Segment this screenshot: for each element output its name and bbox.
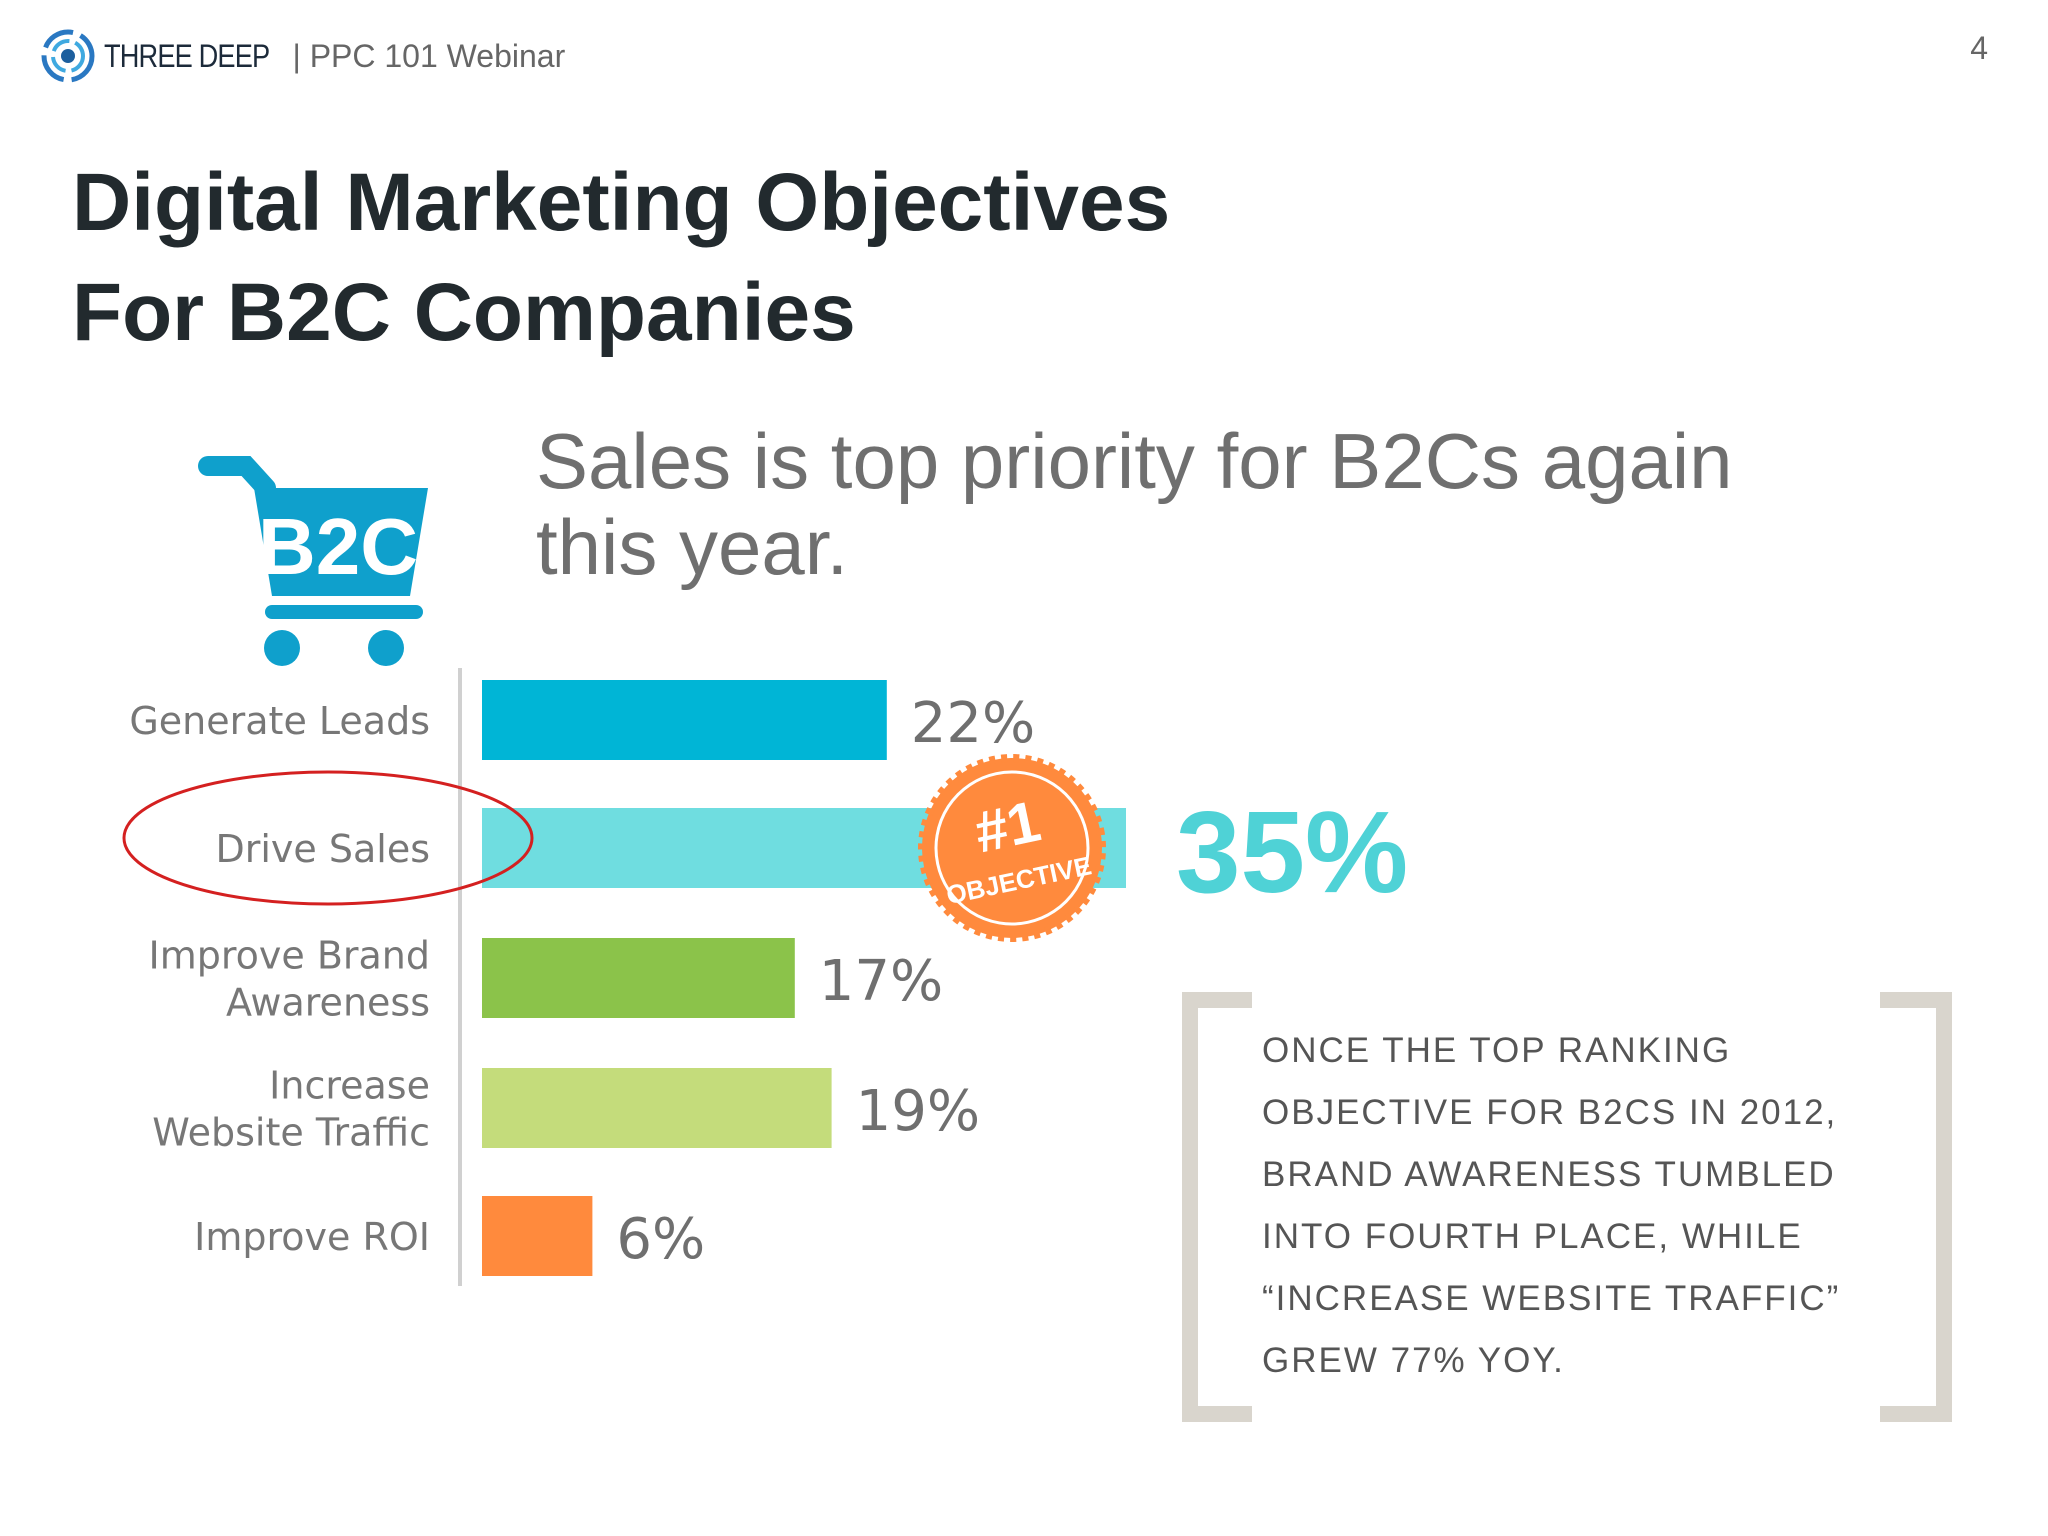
shopping-cart-icon: B2C [198, 456, 428, 666]
category-label: Generate Leads [129, 699, 430, 743]
headline-line-2: this year. [536, 503, 849, 591]
category-label: Increase [269, 1064, 430, 1108]
callout-line: INTO FOURTH PLACE, WHILE [1262, 1217, 1803, 1256]
category-label: Website Traffic [152, 1111, 430, 1155]
badge-number: #1 [969, 788, 1046, 865]
bar [482, 1196, 593, 1276]
callout-line: BRAND AWARENESS TUMBLED [1262, 1155, 1836, 1194]
swirl-logo-icon [41, 29, 95, 83]
value-label: 17% [819, 949, 943, 1014]
headline-line-1: Sales is top priority for B2Cs again [536, 417, 1733, 505]
header-subtitle: | PPC 101 Webinar [292, 37, 566, 74]
callout-line: OBJECTIVE FOR B2CS IN 2012, [1262, 1093, 1838, 1132]
page-number: 4 [1970, 30, 1988, 66]
infographic-headline: Sales is top priority for B2Cs again thi… [536, 418, 1733, 590]
bar [482, 680, 887, 760]
slide-title: Digital Marketing Objectives For B2C Com… [72, 148, 1170, 368]
category-label: Improve ROI [194, 1215, 430, 1259]
callout-left-bracket [1182, 992, 1252, 1422]
bar [482, 938, 795, 1018]
callout-line: “INCREASE WEBSITE TRAFFIC” [1262, 1279, 1841, 1318]
bar-series: Generate Leads 22% Drive Sales 35% Improve B… [129, 680, 1408, 1276]
category-label: Drive Sales [215, 827, 430, 871]
value-label: 22% [911, 691, 1035, 756]
objective-badge: #1 OBJECTIVE [918, 754, 1106, 942]
header: THREE DEEP | PPC 101 Webinar [40, 28, 565, 84]
brand-name: THREE DEEP [104, 37, 270, 74]
callout-line: GREW 77% YOY. [1262, 1341, 1565, 1380]
cart-label: B2C [258, 502, 418, 591]
title-line-2: For B2C Companies [72, 267, 856, 358]
callout-right-bracket [1880, 992, 1952, 1422]
callout-text: ONCE THE TOP RANKING OBJECTIVE FOR B2CS I… [1262, 1020, 1840, 1392]
value-label: 6% [616, 1207, 705, 1272]
callout-line: ONCE THE TOP RANKING [1262, 1031, 1732, 1070]
value-label: 19% [856, 1079, 980, 1144]
bar [482, 1068, 832, 1148]
highlight-ellipse [122, 770, 534, 906]
value-label: 35% [1176, 787, 1408, 917]
title-line-1: Digital Marketing Objectives [72, 157, 1171, 248]
category-label: Awareness [226, 981, 430, 1025]
category-label: Improve Brand [148, 934, 430, 978]
